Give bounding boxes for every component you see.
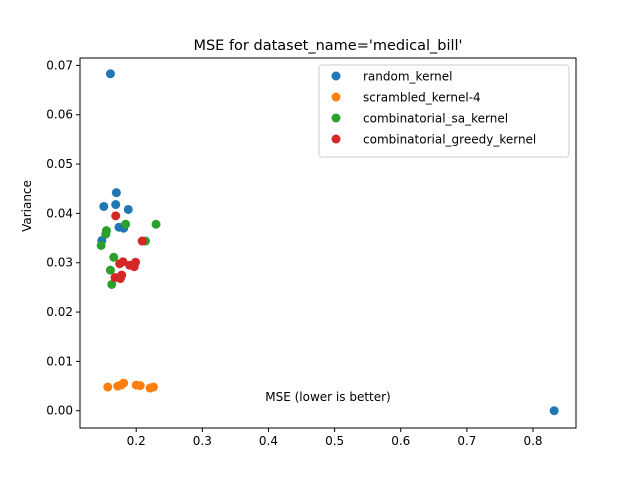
data-point (105, 265, 115, 275)
series-random-kernel (97, 69, 559, 416)
x-tick-label: 0.8 (523, 434, 542, 448)
y-tick-label: 0.06 (46, 108, 73, 122)
data-point (105, 69, 115, 79)
legend-box (318, 64, 570, 158)
y-tick-label: 0.02 (46, 305, 73, 319)
data-point (135, 381, 145, 391)
data-point (107, 279, 117, 289)
data-points (96, 69, 559, 416)
data-point (96, 240, 106, 250)
x-axis-label: MSE (lower is better) (265, 390, 390, 404)
y-tick-label: 0.01 (46, 354, 73, 368)
y-axis-label: Variance (20, 180, 34, 232)
y-tick-label: 0.05 (46, 157, 73, 171)
axis-ticks: 0.2 0.3 0.4 0.5 0.6 0.7 0.8 0.00 0.01 0.02 0.03 0.0… (46, 58, 542, 448)
data-point (109, 252, 119, 262)
series-combinatorial-sa-kernel (96, 219, 161, 289)
data-point (111, 211, 121, 221)
x-tick-label: 0.6 (391, 434, 410, 448)
series-scrambled-kernel-4 (103, 378, 158, 393)
y-tick-label: 0.03 (46, 256, 73, 270)
legend-label: combinatorial_greedy_kernel (363, 133, 536, 147)
x-tick-label: 0.4 (259, 434, 278, 448)
data-point (115, 259, 125, 269)
data-point (121, 219, 131, 229)
x-tick-label: 0.7 (457, 434, 476, 448)
legend: random_kernel scrambled_kernel-4 combinato… (318, 64, 570, 158)
legend-marker (331, 113, 341, 123)
data-point (148, 382, 158, 392)
y-tick-label: 0.00 (46, 404, 73, 418)
data-point (103, 382, 113, 392)
data-point (123, 204, 133, 214)
series-combinatorial-greedy-kernel (110, 211, 147, 284)
data-point (99, 201, 109, 211)
y-tick-label: 0.04 (46, 206, 73, 220)
data-point (101, 229, 111, 239)
data-point (129, 262, 139, 272)
x-tick-label: 0.5 (325, 434, 344, 448)
legend-marker (331, 71, 341, 81)
y-tick-label: 0.07 (46, 58, 73, 72)
legend-label: random_kernel (363, 70, 453, 84)
legend-label: combinatorial_sa_kernel (363, 112, 508, 126)
data-point (119, 378, 129, 388)
legend-marker (331, 92, 341, 102)
x-tick-label: 0.2 (127, 434, 146, 448)
x-tick-label: 0.3 (193, 434, 212, 448)
data-point (151, 219, 161, 229)
data-point (111, 200, 121, 210)
data-point (549, 406, 559, 416)
legend-marker (331, 134, 341, 144)
data-point (137, 236, 147, 246)
plot-area-frame (79, 57, 577, 429)
legend-label: scrambled_kernel-4 (363, 91, 481, 105)
chart-title: MSE for dataset_name='medical_bill' (193, 38, 462, 54)
data-point (110, 273, 120, 283)
data-point (111, 188, 121, 198)
